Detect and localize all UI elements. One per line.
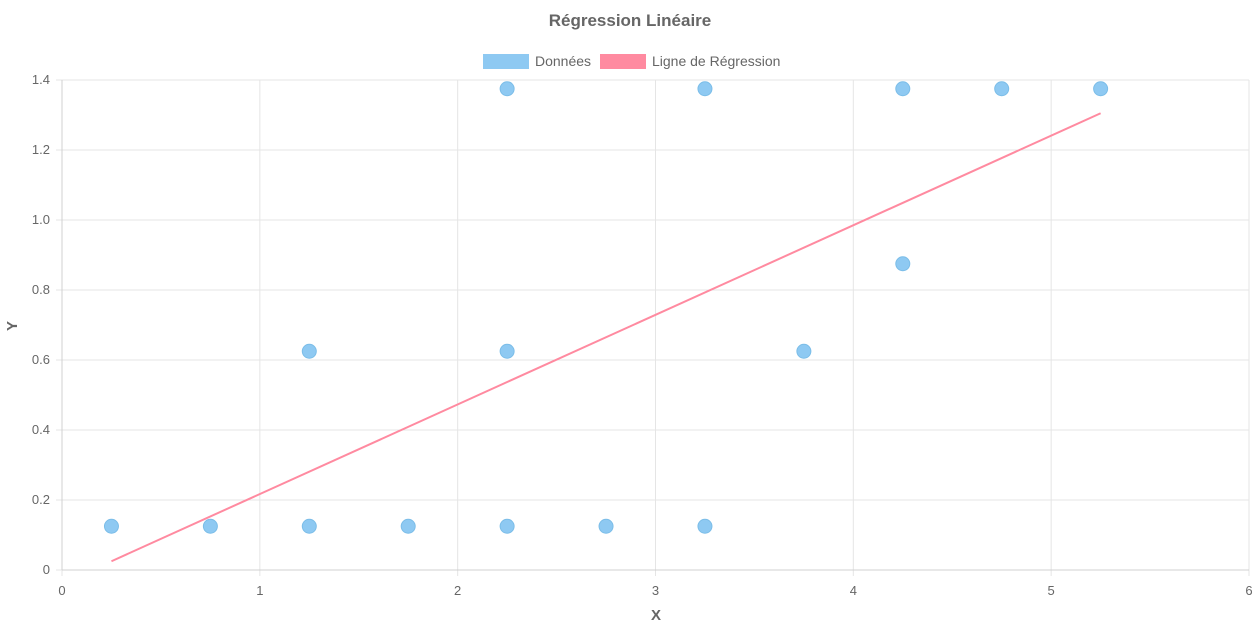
- regression-line: [111, 112, 1102, 563]
- x-tick-label: 6: [1245, 583, 1252, 598]
- data-points-layer: [103, 81, 1109, 534]
- data-point[interactable]: [301, 343, 317, 359]
- tick-labels: 0 1 2 3 4 5 6 0 0.2 0.4 0.6 0.8 1.0 1.2 1.4: [32, 72, 1253, 598]
- axes: [61, 80, 1249, 571]
- legend[interactable]: Données Ligne de Régression: [483, 53, 780, 69]
- y-tick-label: 0.6: [32, 352, 50, 367]
- data-point[interactable]: [697, 81, 713, 97]
- data-point[interactable]: [301, 518, 317, 534]
- y-tick-label: 0.2: [32, 492, 50, 507]
- data-point[interactable]: [499, 343, 515, 359]
- data-point[interactable]: [697, 518, 713, 534]
- y-tick-label: 1.4: [32, 72, 50, 87]
- y-tick-label: 1.0: [32, 212, 50, 227]
- y-tick-label: 0: [43, 562, 50, 577]
- y-tick-label: 0.8: [32, 282, 50, 297]
- grid: [56, 79, 1250, 576]
- legend-label-regression: Ligne de Régression: [652, 53, 780, 69]
- x-tick-label: 2: [454, 583, 461, 598]
- data-point[interactable]: [103, 518, 119, 534]
- x-axis-title: X: [651, 607, 661, 624]
- x-tick-label: 0: [58, 583, 65, 598]
- x-tick-label: 1: [256, 583, 263, 598]
- data-point[interactable]: [895, 256, 911, 272]
- data-point[interactable]: [499, 81, 515, 97]
- x-tick-label: 4: [850, 583, 857, 598]
- data-point[interactable]: [1093, 81, 1109, 97]
- y-tick-label: 1.2: [32, 142, 50, 157]
- data-point[interactable]: [895, 81, 911, 97]
- data-point[interactable]: [202, 518, 218, 534]
- regression-line-layer: [111, 112, 1102, 563]
- data-point[interactable]: [400, 518, 416, 534]
- legend-item-data[interactable]: Données: [483, 53, 591, 69]
- data-point[interactable]: [598, 518, 614, 534]
- y-tick-label: 0.4: [32, 422, 50, 437]
- chart-title: Régression Linéaire: [549, 11, 712, 30]
- legend-swatch-data: [483, 54, 529, 69]
- data-point[interactable]: [796, 343, 812, 359]
- legend-item-regression[interactable]: Ligne de Régression: [600, 53, 780, 69]
- legend-swatch-regression: [600, 54, 646, 69]
- data-point[interactable]: [499, 518, 515, 534]
- x-tick-label: 5: [1048, 583, 1055, 598]
- y-axis-title: Y: [4, 321, 21, 331]
- legend-label-data: Données: [535, 53, 591, 69]
- x-tick-label: 3: [652, 583, 659, 598]
- data-point[interactable]: [994, 81, 1010, 97]
